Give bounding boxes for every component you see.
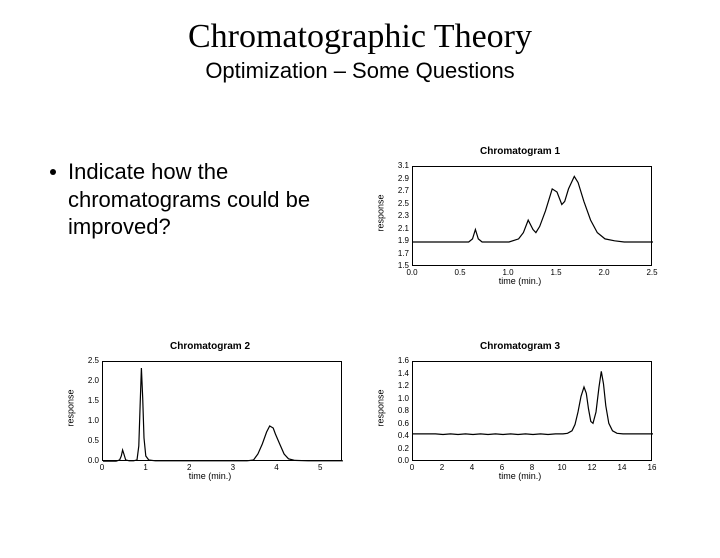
xtick-label: 4 bbox=[262, 463, 292, 472]
xtick-label: 2 bbox=[174, 463, 204, 472]
xtick-label: 0.5 bbox=[445, 268, 475, 277]
chart-title: Chromatogram 1 bbox=[370, 146, 670, 157]
xtick-label: 0 bbox=[397, 463, 427, 472]
bullet-icon bbox=[50, 169, 56, 175]
ytick-label: 1.4 bbox=[385, 369, 409, 378]
xtick-label: 10 bbox=[547, 463, 577, 472]
line-trace-1 bbox=[413, 167, 653, 267]
ytick-label: 2.7 bbox=[385, 186, 409, 195]
ytick-label: 2.5 bbox=[75, 356, 99, 365]
line-trace-3 bbox=[413, 362, 653, 462]
ytick-label: 1.7 bbox=[385, 249, 409, 258]
chart-title: Chromatogram 2 bbox=[60, 341, 360, 352]
x-axis-label: time (min.) bbox=[60, 471, 360, 481]
chromatogram-2-chart: Chromatogram 2 response time (min.) 0.00… bbox=[60, 343, 360, 498]
xtick-label: 8 bbox=[517, 463, 547, 472]
chart-title: Chromatogram 3 bbox=[370, 341, 670, 352]
ytick-label: 3.1 bbox=[385, 161, 409, 170]
xtick-label: 1.5 bbox=[541, 268, 571, 277]
xtick-label: 0.0 bbox=[397, 268, 427, 277]
slide-subtitle: Optimization – Some Questions bbox=[0, 58, 720, 84]
ytick-label: 2.9 bbox=[385, 174, 409, 183]
ytick-label: 1.9 bbox=[385, 236, 409, 245]
chromatogram-3-chart: Chromatogram 3 response time (min.) 0.00… bbox=[370, 343, 670, 498]
bullet-item: Indicate how the chromatograms could be … bbox=[50, 158, 350, 241]
ytick-label: 0.6 bbox=[385, 419, 409, 428]
ytick-label: 1.5 bbox=[75, 396, 99, 405]
xtick-label: 2.5 bbox=[637, 268, 667, 277]
xtick-label: 1 bbox=[131, 463, 161, 472]
ytick-label: 0.2 bbox=[385, 444, 409, 453]
ytick-label: 0.5 bbox=[75, 436, 99, 445]
xtick-label: 16 bbox=[637, 463, 667, 472]
x-axis-label: time (min.) bbox=[370, 276, 670, 286]
ytick-label: 0.4 bbox=[385, 431, 409, 440]
ytick-label: 2.1 bbox=[385, 224, 409, 233]
xtick-label: 2 bbox=[427, 463, 457, 472]
xtick-label: 5 bbox=[305, 463, 335, 472]
ytick-label: 1.0 bbox=[385, 394, 409, 403]
chromatogram-1-chart: Chromatogram 1 response time (min.) 1.51… bbox=[370, 148, 670, 303]
xtick-label: 0 bbox=[87, 463, 117, 472]
xtick-label: 12 bbox=[577, 463, 607, 472]
ytick-label: 2.0 bbox=[75, 376, 99, 385]
xtick-label: 4 bbox=[457, 463, 487, 472]
ytick-label: 2.5 bbox=[385, 199, 409, 208]
xtick-label: 3 bbox=[218, 463, 248, 472]
bullet-text: Indicate how the chromatograms could be … bbox=[68, 158, 350, 241]
line-trace-2 bbox=[103, 362, 343, 462]
ytick-label: 1.2 bbox=[385, 381, 409, 390]
ytick-label: 1.0 bbox=[75, 416, 99, 425]
slide-title: Chromatographic Theory bbox=[0, 18, 720, 56]
xtick-label: 1.0 bbox=[493, 268, 523, 277]
ytick-label: 1.6 bbox=[385, 356, 409, 365]
xtick-label: 6 bbox=[487, 463, 517, 472]
x-axis-label: time (min.) bbox=[370, 471, 670, 481]
xtick-label: 2.0 bbox=[589, 268, 619, 277]
plot-area-2 bbox=[102, 361, 342, 461]
ytick-label: 2.3 bbox=[385, 211, 409, 220]
plot-area-3 bbox=[412, 361, 652, 461]
ytick-label: 0.8 bbox=[385, 406, 409, 415]
plot-area-1 bbox=[412, 166, 652, 266]
xtick-label: 14 bbox=[607, 463, 637, 472]
